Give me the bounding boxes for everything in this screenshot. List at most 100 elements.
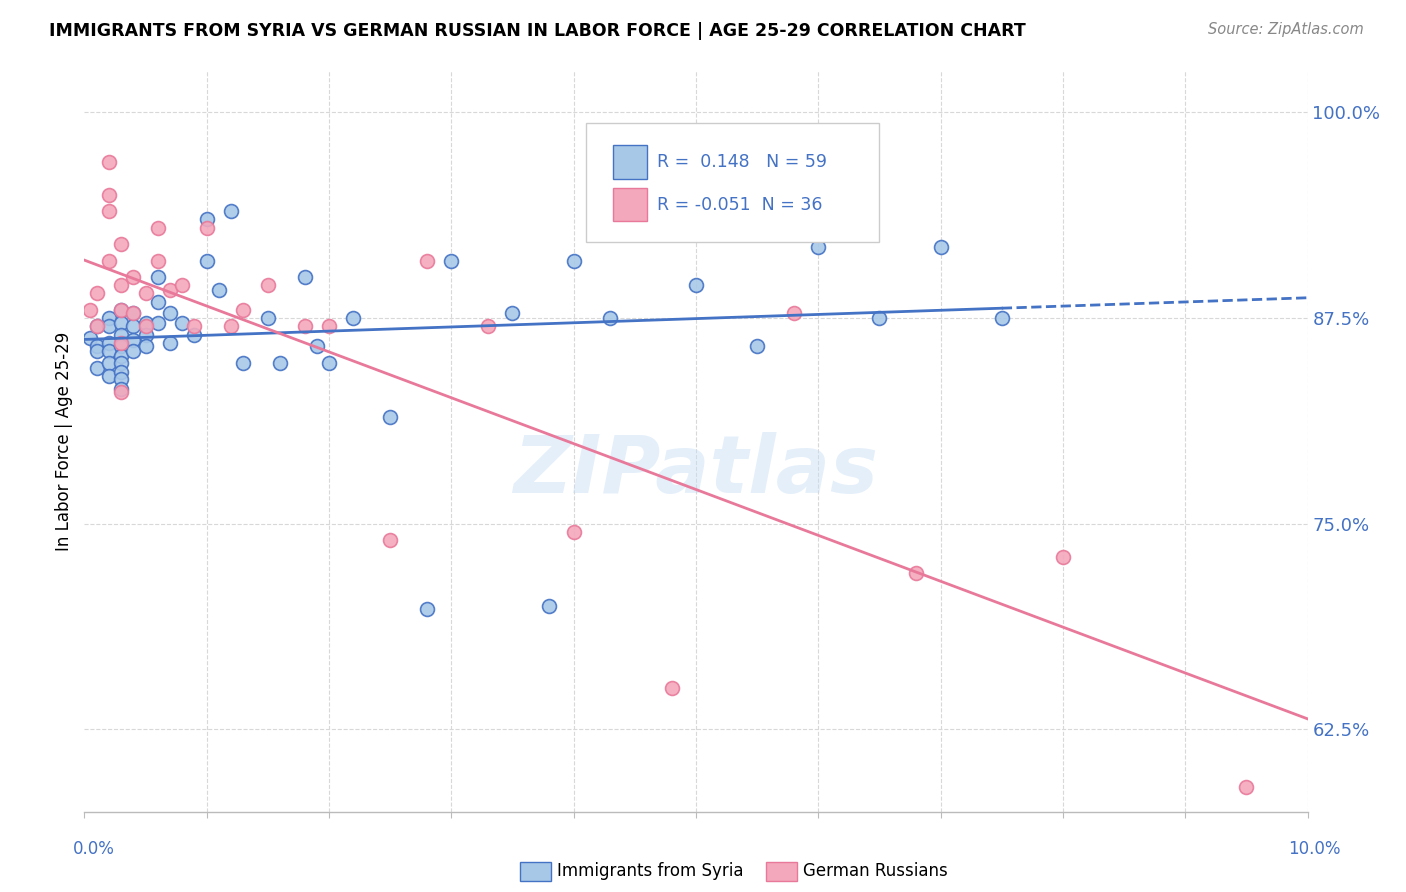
- Point: [122, 306, 145, 320]
- Point: [342, 311, 364, 326]
- Point: [110, 335, 132, 350]
- Point: [318, 355, 340, 369]
- Point: [783, 306, 806, 320]
- Point: [905, 566, 928, 581]
- Point: [685, 278, 707, 293]
- Point: [318, 319, 340, 334]
- Point: [110, 372, 132, 386]
- Point: [110, 382, 132, 396]
- Point: [122, 306, 145, 320]
- Text: Source: ZipAtlas.com: Source: ZipAtlas.com: [1208, 22, 1364, 37]
- Point: [195, 220, 218, 235]
- Point: [135, 339, 157, 353]
- Point: [305, 339, 328, 353]
- Point: [440, 253, 463, 268]
- Point: [79, 331, 101, 345]
- Point: [269, 355, 291, 369]
- Point: [97, 344, 120, 359]
- Point: [232, 302, 254, 317]
- Point: [807, 240, 830, 254]
- Point: [477, 319, 499, 334]
- Point: [538, 599, 561, 613]
- Point: [219, 204, 242, 219]
- Point: [1052, 549, 1074, 564]
- Text: R =  0.148   N = 59: R = 0.148 N = 59: [657, 153, 827, 171]
- Point: [183, 327, 205, 342]
- Point: [929, 240, 952, 254]
- Point: [86, 286, 108, 301]
- Point: [135, 286, 157, 301]
- Point: [110, 366, 132, 380]
- Text: ZIPatlas: ZIPatlas: [513, 432, 879, 510]
- Point: [146, 220, 169, 235]
- Point: [97, 368, 120, 383]
- Point: [146, 253, 169, 268]
- Point: [86, 319, 108, 334]
- Point: [86, 339, 108, 353]
- Text: 10.0%: 10.0%: [1288, 840, 1341, 858]
- Point: [380, 409, 402, 424]
- Point: [208, 283, 231, 297]
- Y-axis label: In Labor Force | Age 25-29: In Labor Force | Age 25-29: [55, 332, 73, 551]
- Point: [97, 311, 120, 326]
- Point: [110, 237, 132, 252]
- Point: [257, 311, 280, 326]
- Point: [562, 524, 585, 539]
- Point: [1236, 780, 1258, 794]
- Point: [110, 339, 132, 353]
- Point: [195, 212, 218, 227]
- Text: Immigrants from Syria: Immigrants from Syria: [557, 863, 744, 880]
- FancyBboxPatch shape: [613, 187, 647, 221]
- Point: [97, 204, 120, 219]
- Point: [86, 360, 108, 375]
- Point: [86, 344, 108, 359]
- Point: [97, 187, 120, 202]
- Point: [110, 385, 132, 400]
- Point: [380, 533, 402, 548]
- Point: [991, 311, 1014, 326]
- Point: [110, 327, 132, 342]
- Point: [110, 316, 132, 330]
- Point: [122, 333, 145, 347]
- Point: [416, 602, 439, 616]
- Point: [416, 253, 439, 268]
- Point: [122, 270, 145, 285]
- Point: [869, 311, 891, 326]
- Point: [232, 355, 254, 369]
- Point: [146, 294, 169, 309]
- Point: [135, 327, 157, 342]
- Point: [135, 319, 157, 334]
- Point: [97, 253, 120, 268]
- Point: [146, 270, 169, 285]
- Point: [159, 335, 181, 350]
- FancyBboxPatch shape: [586, 123, 880, 242]
- Point: [648, 220, 671, 235]
- Point: [110, 302, 132, 317]
- FancyBboxPatch shape: [613, 145, 647, 178]
- Point: [110, 278, 132, 293]
- Point: [122, 319, 145, 334]
- Point: [195, 253, 218, 268]
- Point: [562, 253, 585, 268]
- Point: [122, 344, 145, 359]
- Point: [79, 302, 101, 317]
- Point: [219, 319, 242, 334]
- Point: [110, 349, 132, 363]
- Point: [146, 316, 169, 330]
- Point: [135, 316, 157, 330]
- Point: [257, 278, 280, 293]
- Point: [97, 319, 120, 334]
- Text: German Russians: German Russians: [803, 863, 948, 880]
- Point: [159, 306, 181, 320]
- Point: [599, 311, 621, 326]
- Point: [110, 302, 132, 317]
- Point: [86, 319, 108, 334]
- Point: [294, 270, 316, 285]
- Point: [97, 355, 120, 369]
- Text: IMMIGRANTS FROM SYRIA VS GERMAN RUSSIAN IN LABOR FORCE | AGE 25-29 CORRELATION C: IMMIGRANTS FROM SYRIA VS GERMAN RUSSIAN …: [49, 22, 1026, 40]
- Point: [183, 319, 205, 334]
- Point: [97, 335, 120, 350]
- Point: [172, 278, 194, 293]
- Point: [97, 154, 120, 169]
- Point: [159, 283, 181, 297]
